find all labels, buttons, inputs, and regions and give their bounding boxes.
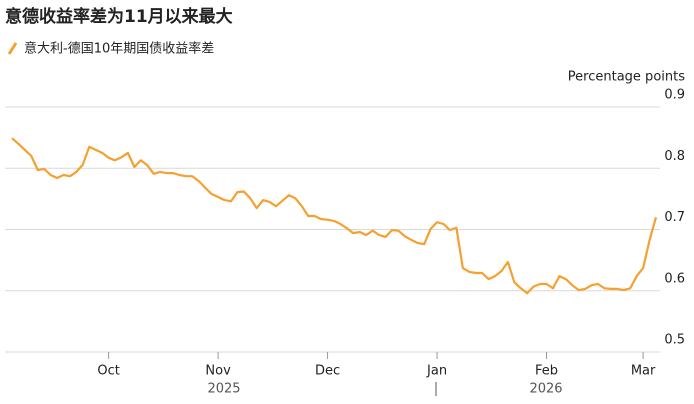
y-tick-label: 0.5 — [664, 333, 685, 348]
year-label: 2026 — [529, 382, 562, 397]
x-tick-label: Feb — [535, 364, 558, 379]
y-tick-label: 0.9 — [664, 88, 685, 103]
x-tick-label: Mar — [631, 364, 656, 379]
y-tick-label: 0.8 — [664, 149, 685, 164]
y-tick-label: 0.6 — [664, 271, 685, 286]
x-tick-label: Dec — [315, 364, 340, 379]
y-axis-label: Percentage points — [568, 70, 685, 85]
x-tick-label: Nov — [205, 364, 231, 379]
legend-swatch — [7, 42, 18, 55]
chart-title: 意德收益率差为11月以来最大 — [5, 6, 233, 27]
x-tick-label: Jan — [426, 364, 447, 379]
data-line — [11, 137, 658, 295]
legend-label: 意大利-德国10年期国债收益率差 — [24, 41, 214, 57]
x-tick-label: Oct — [97, 364, 119, 379]
year-label: 2025 — [207, 382, 240, 397]
y-tick-label: 0.7 — [664, 210, 685, 225]
